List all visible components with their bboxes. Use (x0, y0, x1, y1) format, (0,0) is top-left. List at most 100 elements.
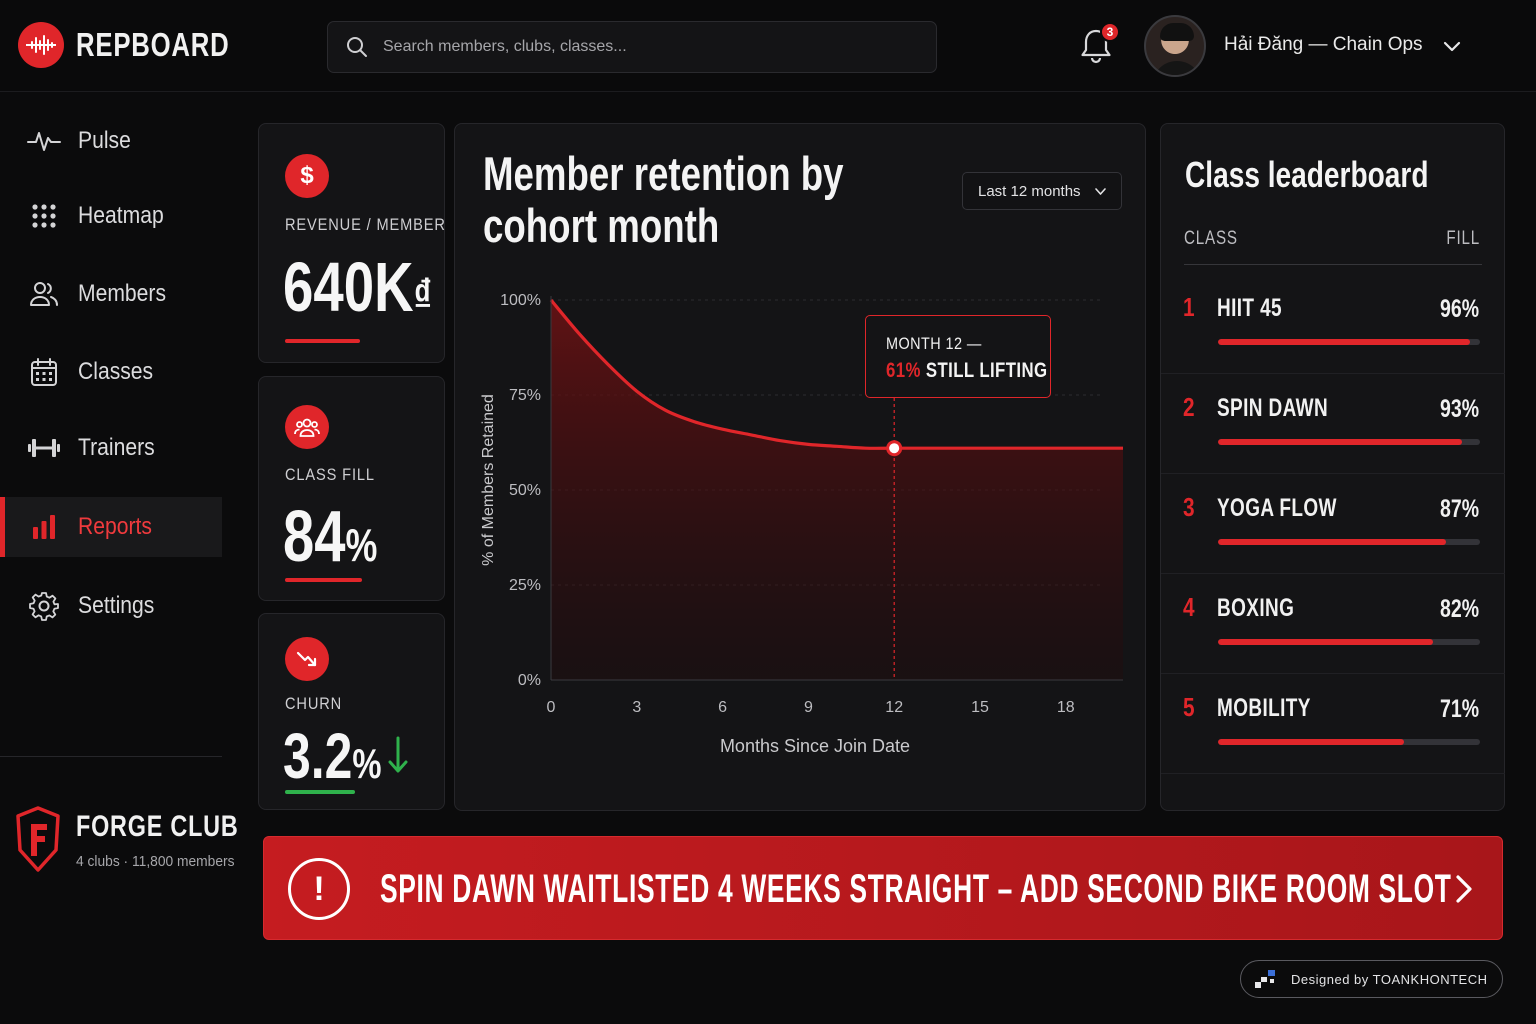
header-divider (1184, 264, 1482, 265)
x-tick-label: 9 (804, 699, 813, 716)
kpi-accent-bar (285, 339, 360, 343)
designer-credit[interactable]: Designed by TOANKHONTECH (1240, 960, 1503, 998)
fill-bar (1218, 339, 1470, 345)
search-bar (327, 21, 937, 73)
fill-percent: 93% (1439, 395, 1479, 423)
kpi-label: CLASS FILL (285, 465, 375, 484)
leaderboard-row[interactable]: 3 YOGA FLOW 87% (1161, 474, 1505, 574)
leaderboard-row[interactable]: 4 BOXING 82% (1161, 574, 1505, 674)
y-tick-label: 50% (509, 482, 541, 499)
sidebar-item-pulse[interactable]: Pulse (0, 111, 222, 171)
y-axis-title: % of Members Retained (480, 394, 497, 566)
chart-tooltip: MONTH 12 — 61% STILL LIFTING (865, 315, 1051, 398)
rank-number: 1 (1183, 292, 1195, 322)
grid-dots-icon (27, 199, 61, 233)
app-name: REPBOARD (76, 26, 230, 63)
kpi-value: 3.2% (283, 720, 382, 792)
members-icon (27, 277, 61, 311)
kpi-card-revenue[interactable]: $ REVENUE / MEMBER 640K₫ (258, 123, 445, 363)
leaderboard-row[interactable]: 1 HIIT 45 96% (1161, 274, 1505, 374)
kpi-label: CHURN (285, 694, 343, 713)
x-tick-label: 0 (547, 699, 556, 716)
kpi-accent-bar (285, 790, 355, 794)
retention-line (549, 298, 1123, 450)
x-tick-label: 3 (632, 699, 641, 716)
fill-percent: 96% (1439, 295, 1479, 323)
retention-area-fill (551, 300, 1123, 680)
y-tick-label: 100% (500, 292, 541, 309)
sidebar-item-members[interactable]: Members (0, 264, 222, 324)
sidebar-item-label: Classes (78, 358, 154, 385)
sidebar-item-label: Settings (78, 592, 155, 619)
column-header-class: CLASS (1184, 228, 1238, 249)
y-tick-label: 0% (518, 672, 541, 689)
chart-title: Member retention by cohort month (483, 147, 844, 252)
kpi-value: 640K₫ (283, 248, 432, 326)
class-name: HIIT 45 (1217, 294, 1282, 322)
alert-icon: ! (288, 858, 350, 920)
highlight-point (886, 440, 903, 457)
range-select[interactable]: Last 12 months (962, 172, 1122, 210)
column-header-fill: FILL (1446, 228, 1480, 249)
rank-number: 4 (1183, 592, 1195, 622)
tooltip-value: 61% STILL LIFTING (886, 359, 1048, 382)
fill-bar (1218, 439, 1462, 445)
kpi-card-churn[interactable]: CHURN 3.2% (258, 613, 445, 810)
fill-bar (1218, 739, 1405, 745)
notification-count-badge: 3 (1100, 22, 1120, 42)
arrow-down-icon (388, 736, 408, 773)
x-tick-label: 18 (1057, 699, 1075, 716)
chevron-down-icon[interactable] (1442, 36, 1462, 56)
kpi-accent-bar (285, 578, 362, 582)
avatar[interactable] (1144, 15, 1206, 77)
kpi-card-class-fill[interactable]: CLASS FILL 84% (258, 376, 445, 601)
leaderboard-row[interactable]: 2 SPIN DAWN 93% (1161, 374, 1505, 474)
tooltip-month: MONTH 12 — (886, 334, 982, 353)
fill-percent: 82% (1439, 595, 1479, 623)
rank-number: 2 (1183, 392, 1195, 422)
leaderboard-title: Class leaderboard (1185, 154, 1429, 195)
sidebar-item-trainers[interactable]: Trainers (0, 418, 222, 478)
retention-area-chart: 0% 25% 50% 75% 100% 0 3 6 9 12 15 18 Months Since Jo… (480, 292, 1123, 756)
x-tick-label: 12 (885, 699, 903, 716)
sidebar-item-reports[interactable]: Reports (0, 497, 222, 557)
sidebar-item-label: Trainers (78, 434, 155, 461)
rank-number: 5 (1183, 692, 1195, 722)
sidebar-item-classes[interactable]: Classes (0, 342, 222, 402)
kpi-value: 84% (283, 497, 378, 577)
sidebar-item-label: Members (78, 280, 167, 307)
credit-text: Designed by TOANKHONTECH (1291, 971, 1488, 987)
rank-number: 3 (1183, 492, 1195, 522)
y-tick-label: 25% (509, 577, 541, 594)
group-icon (285, 405, 329, 449)
top-bar: REPBOARD 3 Hải Đăng — Chain Ops (0, 0, 1536, 92)
chevron-right-icon[interactable] (1454, 873, 1474, 905)
class-name: MOBILITY (1217, 694, 1311, 722)
sidebar-item-settings[interactable]: Settings (0, 576, 222, 636)
club-name: FORGE CLUB (76, 810, 239, 843)
search-input[interactable] (383, 38, 903, 56)
chevron-down-icon (1095, 188, 1106, 195)
app-logo[interactable]: REPBOARD (18, 22, 273, 68)
sidebar-item-heatmap[interactable]: Heatmap (0, 186, 222, 246)
leaderboard-row[interactable]: 5 MOBILITY 71% (1161, 674, 1505, 774)
user-name[interactable]: Hải Đăng — Chain Ops (1224, 34, 1423, 55)
gear-icon (27, 589, 61, 623)
waveform-icon (18, 22, 64, 68)
trend-down-icon (285, 637, 329, 681)
sidebar-divider (0, 756, 222, 757)
alert-banner[interactable]: ! SPIN DAWN WAITLISTED 4 WEEKS STRAIGHT … (263, 836, 1503, 940)
kpi-label: REVENUE / MEMBER (285, 215, 446, 234)
fill-bar (1218, 539, 1446, 545)
alert-text: SPIN DAWN WAITLISTED 4 WEEKS STRAIGHT – … (380, 867, 1452, 911)
club-subtitle: 4 clubs · 11,800 members (76, 853, 235, 870)
fill-bar (1218, 639, 1433, 645)
x-axis-title: Months Since Join Date (720, 736, 910, 756)
forge-shield-icon (16, 806, 60, 872)
sidebar-item-label: Pulse (78, 127, 131, 154)
fill-bar-track (1218, 339, 1480, 345)
fill-bar-track (1218, 539, 1480, 545)
class-name: YOGA FLOW (1217, 494, 1337, 522)
x-tick-label: 15 (971, 699, 989, 716)
pixel-logo-icon (1255, 970, 1275, 988)
